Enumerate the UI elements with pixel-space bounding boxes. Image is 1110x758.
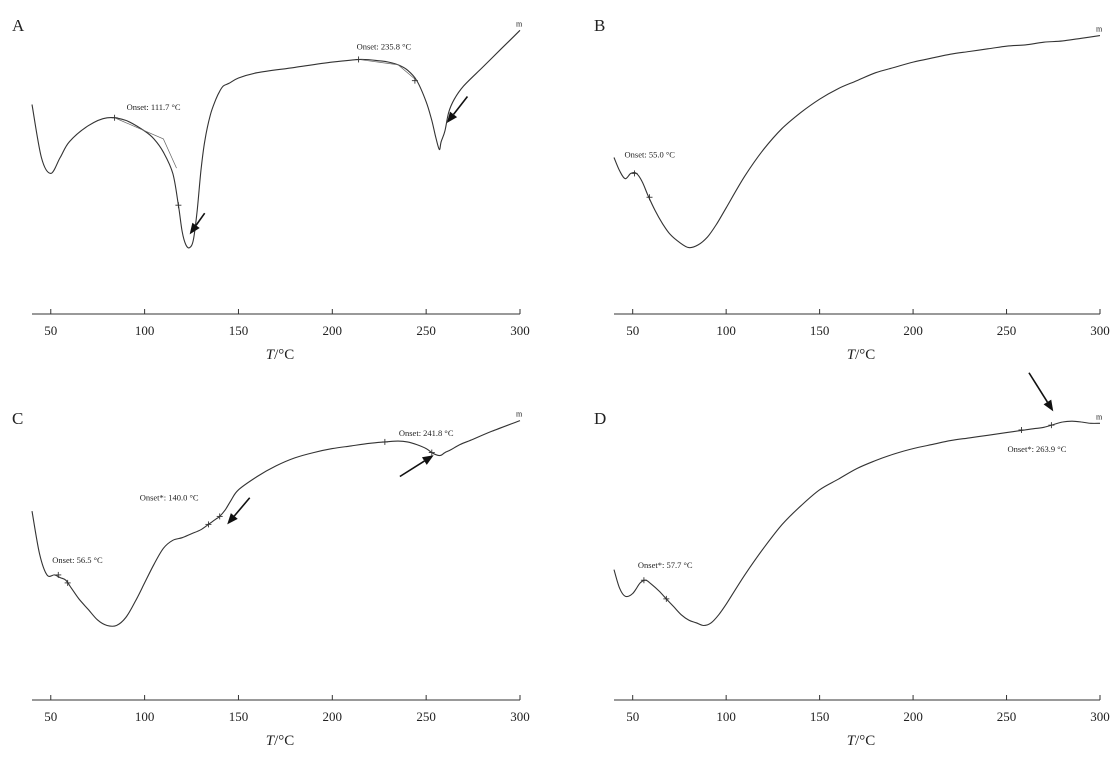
x-tick-label: 100 bbox=[135, 323, 155, 338]
x-tick-label: 150 bbox=[810, 323, 830, 338]
onset-label: Onset: 55.0 °C bbox=[625, 149, 676, 159]
x-tick-label: 250 bbox=[416, 709, 436, 724]
panel-letter: D bbox=[594, 409, 606, 428]
x-tick-label: 150 bbox=[229, 323, 249, 338]
x-tick-label: 150 bbox=[810, 709, 830, 724]
arrow-head-icon bbox=[227, 513, 238, 525]
annotation-arrow bbox=[399, 460, 425, 478]
x-tick-label: 300 bbox=[1090, 323, 1110, 338]
x-tick-label: 200 bbox=[903, 323, 923, 338]
onset-label: Onset*: 140.0 °C bbox=[140, 492, 199, 502]
x-tick-label: 50 bbox=[44, 323, 57, 338]
annotation-arrow bbox=[195, 212, 206, 226]
panel-d: D 50 100 150 200 250 300 T/°C m Onset*: 57.7 °C On… bbox=[594, 372, 1110, 749]
curve-end-label: m bbox=[516, 19, 523, 28]
panel-b: B 50 100 150 200 250 300 T/°C m Onset: 55.0 °C bbox=[594, 16, 1110, 363]
arrow-head-icon bbox=[446, 111, 458, 124]
x-axis-title: T/°C bbox=[266, 733, 295, 749]
x-tick-label: 200 bbox=[323, 323, 343, 338]
x-tick-label: 50 bbox=[44, 709, 57, 724]
x-tick-label: 300 bbox=[1090, 709, 1110, 724]
curve-end-label: m bbox=[1096, 412, 1103, 421]
x-tick-label: 150 bbox=[229, 709, 249, 724]
x-tick-label: 100 bbox=[135, 709, 155, 724]
x-tick-label: 250 bbox=[416, 323, 436, 338]
annotation-arrow bbox=[233, 497, 251, 517]
dsc-curve bbox=[613, 35, 1101, 249]
x-tick-label: 100 bbox=[716, 323, 736, 338]
panel-c: C 50 100 150 200 250 300 T/°C m Onset: 56.5 °C Ons… bbox=[12, 409, 530, 749]
x-axis-title: T/°C bbox=[847, 347, 876, 363]
curve-end-label: m bbox=[516, 410, 523, 419]
onset-label: Onset: 111.7 °C bbox=[127, 102, 181, 112]
panel-letter: A bbox=[12, 16, 25, 35]
x-axis-title: T/°C bbox=[266, 347, 295, 363]
x-tick-label: 100 bbox=[716, 709, 736, 724]
onset-tangent-line bbox=[114, 117, 177, 169]
x-tick-label: 50 bbox=[626, 709, 639, 724]
x-tick-label: 200 bbox=[903, 709, 923, 724]
panel-letter: C bbox=[12, 409, 23, 428]
arrow-head-icon bbox=[189, 222, 200, 235]
x-axis-title: T/°C bbox=[847, 733, 876, 749]
onset-tangent-line bbox=[358, 59, 417, 81]
arrow-head-icon bbox=[1043, 399, 1054, 412]
dsc-curve bbox=[31, 420, 521, 627]
x-tick-label: 250 bbox=[997, 709, 1017, 724]
onset-label: Onset*: 57.7 °C bbox=[638, 560, 693, 570]
onset-label: Onset*: 263.9 °C bbox=[1007, 444, 1066, 454]
panel-letter: B bbox=[594, 16, 605, 35]
x-tick-label: 300 bbox=[510, 323, 530, 338]
x-tick-label: 200 bbox=[323, 709, 343, 724]
annotation-arrow bbox=[1028, 372, 1049, 403]
x-tick-label: 250 bbox=[997, 323, 1017, 338]
onset-label: Onset: 241.8 °C bbox=[399, 428, 454, 438]
arrow-head-icon bbox=[421, 455, 434, 465]
onset-label: Onset: 56.5 °C bbox=[52, 555, 103, 565]
dsc-curve bbox=[31, 29, 521, 249]
panel-a: A 50 100 150 200 250 300 T/°C m Onset: 111.7 °C On… bbox=[12, 16, 530, 363]
x-tick-label: 50 bbox=[626, 323, 639, 338]
annotation-arrow bbox=[452, 96, 469, 115]
curve-end-label: m bbox=[1096, 25, 1103, 34]
dsc-curve bbox=[613, 420, 1101, 627]
onset-label: Onset: 235.8 °C bbox=[357, 41, 412, 51]
x-tick-label: 300 bbox=[510, 709, 530, 724]
